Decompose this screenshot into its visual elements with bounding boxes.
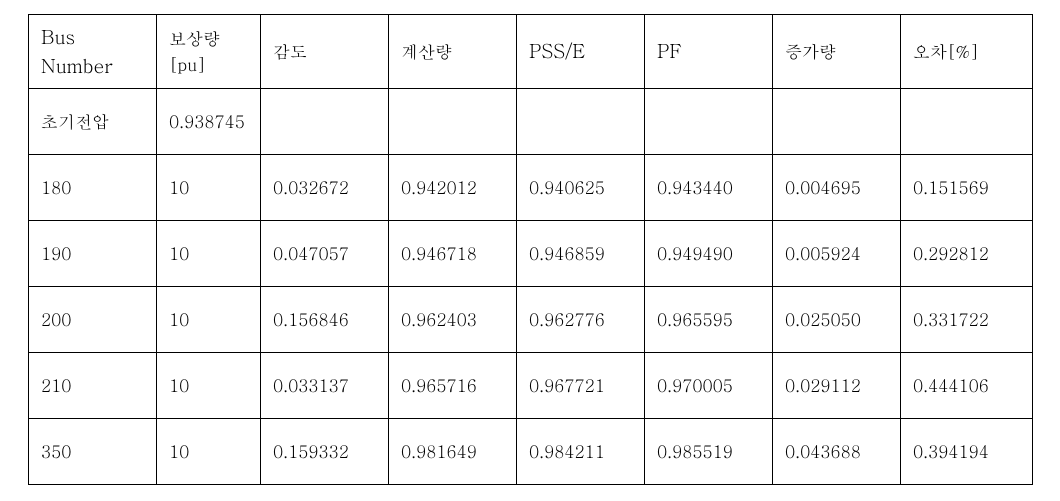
cell-err: 0.444106	[901, 353, 1033, 419]
cell-inc: 0.043688	[773, 419, 901, 485]
cell-psse: 0.962776	[517, 287, 645, 353]
table-row: 210 10 0.033137 0.965716 0.967721 0.9700…	[29, 353, 1033, 419]
cell-empty	[517, 89, 645, 155]
cell-empty	[645, 89, 773, 155]
cell-comp: 10	[157, 221, 261, 287]
cell-comp: 10	[157, 287, 261, 353]
cell-bus: 190	[29, 221, 157, 287]
data-table: Bus Number 보상량 [pu] 감도 계산량 PSS/E PF 증가량 …	[28, 14, 1033, 485]
initial-voltage-label: 초기전압	[29, 89, 157, 155]
initial-voltage-row: 초기전압 0.938745	[29, 89, 1033, 155]
cell-calc: 0.942012	[389, 155, 517, 221]
table-body: 초기전압 0.938745 180 10 0.032672 0.942012 0…	[29, 89, 1033, 485]
cell-psse: 0.984211	[517, 419, 645, 485]
cell-psse: 0.946859	[517, 221, 645, 287]
cell-inc: 0.004695	[773, 155, 901, 221]
table-row: 180 10 0.032672 0.942012 0.940625 0.9434…	[29, 155, 1033, 221]
col-header-comp-line1: 보상량	[169, 26, 220, 50]
cell-sens: 0.033137	[261, 353, 389, 419]
cell-calc: 0.946718	[389, 221, 517, 287]
initial-voltage-value: 0.938745	[157, 89, 261, 155]
cell-comp: 10	[157, 419, 261, 485]
cell-err: 0.331722	[901, 287, 1033, 353]
col-header-bus-line1: Bus	[41, 23, 75, 50]
cell-empty	[901, 89, 1033, 155]
cell-comp: 10	[157, 155, 261, 221]
cell-pf: 0.970005	[645, 353, 773, 419]
cell-empty	[389, 89, 517, 155]
table-header-row: Bus Number 보상량 [pu] 감도 계산량 PSS/E PF 증가량 …	[29, 15, 1033, 89]
cell-inc: 0.029112	[773, 353, 901, 419]
cell-sens: 0.047057	[261, 221, 389, 287]
cell-pf: 0.965595	[645, 287, 773, 353]
cell-calc: 0.965716	[389, 353, 517, 419]
col-header-psse: PSS/E	[517, 15, 645, 89]
col-header-error: 오차[%]	[901, 15, 1033, 89]
cell-sens: 0.159332	[261, 419, 389, 485]
col-header-calculation: 계산량	[389, 15, 517, 89]
cell-psse: 0.940625	[517, 155, 645, 221]
cell-pf: 0.985519	[645, 419, 773, 485]
cell-psse: 0.967721	[517, 353, 645, 419]
cell-sens: 0.032672	[261, 155, 389, 221]
cell-sens: 0.156846	[261, 287, 389, 353]
cell-inc: 0.025050	[773, 287, 901, 353]
col-header-pf: PF	[645, 15, 773, 89]
cell-pf: 0.949490	[645, 221, 773, 287]
cell-bus: 210	[29, 353, 157, 419]
cell-calc: 0.962403	[389, 287, 517, 353]
cell-inc: 0.005924	[773, 221, 901, 287]
cell-bus: 200	[29, 287, 157, 353]
col-header-compensation: 보상량 [pu]	[157, 15, 261, 89]
cell-err: 0.394194	[901, 419, 1033, 485]
col-header-bus-line2: Number	[41, 52, 113, 79]
cell-empty	[261, 89, 389, 155]
table-row: 190 10 0.047057 0.946718 0.946859 0.9494…	[29, 221, 1033, 287]
cell-comp: 10	[157, 353, 261, 419]
cell-empty	[773, 89, 901, 155]
cell-bus: 350	[29, 419, 157, 485]
cell-calc: 0.981649	[389, 419, 517, 485]
table-row: 200 10 0.156846 0.962403 0.962776 0.9655…	[29, 287, 1033, 353]
cell-err: 0.151569	[901, 155, 1033, 221]
col-header-increase: 증가량	[773, 15, 901, 89]
cell-bus: 180	[29, 155, 157, 221]
cell-err: 0.292812	[901, 221, 1033, 287]
cell-pf: 0.943440	[645, 155, 773, 221]
table-row: 350 10 0.159332 0.981649 0.984211 0.9855…	[29, 419, 1033, 485]
col-header-sensitivity: 감도	[261, 15, 389, 89]
col-header-comp-line2: [pu]	[169, 52, 205, 76]
col-header-bus-number: Bus Number	[29, 15, 157, 89]
